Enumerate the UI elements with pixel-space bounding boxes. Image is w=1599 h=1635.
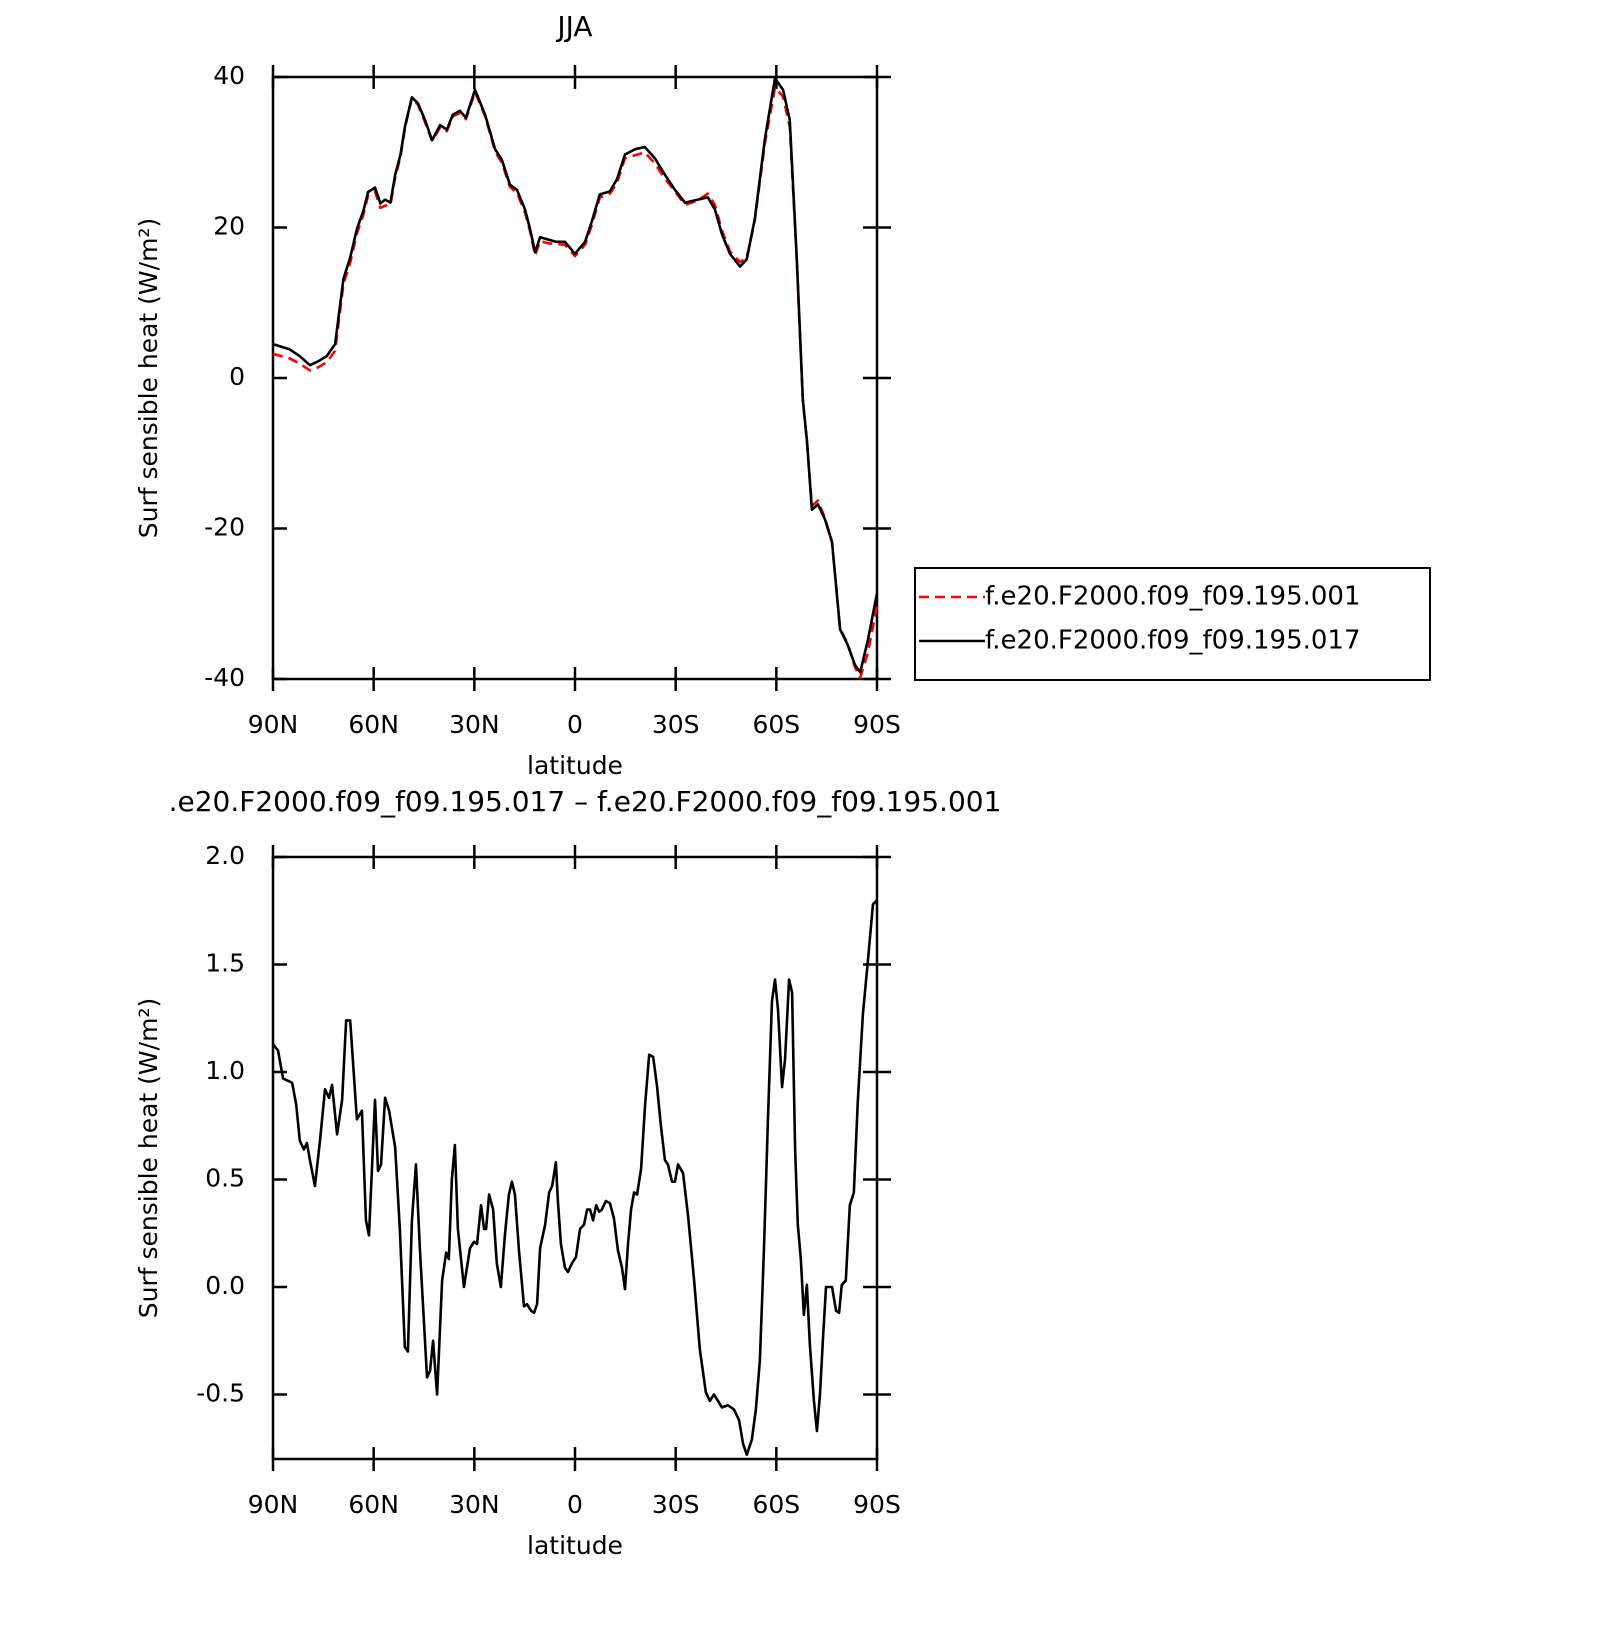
x-tick-label: 30N <box>449 710 500 739</box>
y-tick-label: 1.5 <box>205 949 245 978</box>
x-axis-label: latitude <box>527 751 623 780</box>
y-tick-label: 1.0 <box>205 1056 245 1085</box>
data-line <box>272 86 879 679</box>
x-tick-label: 90S <box>853 710 901 739</box>
chart-title: JJA <box>555 10 592 43</box>
data-line <box>271 899 878 1456</box>
legend-box <box>914 567 1431 681</box>
plot-frame <box>271 75 879 681</box>
y-tick-label: -0.5 <box>196 1379 245 1408</box>
x-tick-label: 30N <box>449 1490 500 1519</box>
x-tick-label: 0 <box>567 1490 583 1519</box>
y-tick-label: 0.0 <box>205 1271 245 1300</box>
x-tick-label: 90N <box>248 710 299 739</box>
y-tick-label: 0 <box>229 362 245 391</box>
y-axis-label: Surf sensible heat (W/m²) <box>134 998 163 1318</box>
y-tick-label: -20 <box>204 513 245 542</box>
y-tick-label: 20 <box>213 212 245 241</box>
legend-label: f.e20.F2000.f09_f09.195.017 <box>985 626 1361 656</box>
x-tick-label: 60N <box>348 1490 399 1519</box>
x-tick-label: 0 <box>567 710 583 739</box>
data-line <box>272 77 879 674</box>
x-tick-label: 60S <box>752 710 800 739</box>
y-tick-label: 40 <box>213 61 245 90</box>
y-axis-label: Surf sensible heat (W/m²) <box>134 218 163 538</box>
x-tick-label: 30S <box>652 1490 700 1519</box>
legend-label: f.e20.F2000.f09_f09.195.001 <box>985 582 1361 612</box>
x-tick-label: 90N <box>248 1490 299 1519</box>
y-tick-label: 0.5 <box>205 1164 245 1193</box>
x-tick-label: 60S <box>752 1490 800 1519</box>
chart-title: .e20.F2000.f09_f09.195.017 – f.e20.F2000… <box>169 785 1002 818</box>
y-tick-label: 2.0 <box>205 841 245 870</box>
x-tick-label: 90S <box>853 1490 901 1519</box>
x-axis-label: latitude <box>527 1531 623 1560</box>
y-tick-label: -40 <box>204 663 245 692</box>
x-tick-label: 30S <box>652 710 700 739</box>
x-tick-label: 60N <box>348 710 399 739</box>
